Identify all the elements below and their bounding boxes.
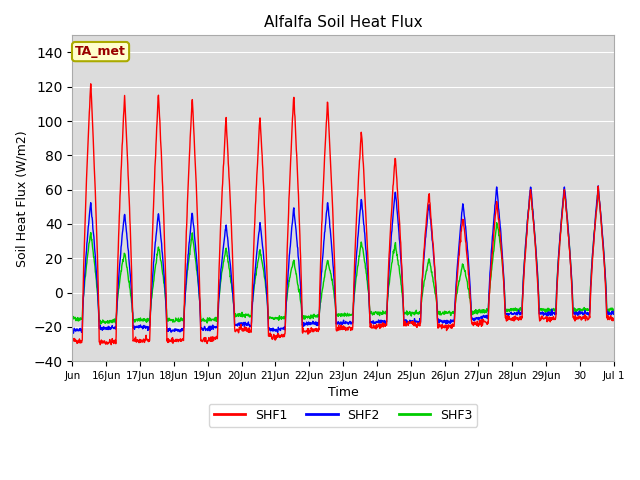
SHF1 (330, 229, 337, 235)
SHF3 (595, 187, 602, 192)
SHF1 (471, 321, 479, 327)
SHF3 (604, 308, 611, 314)
Line: SHF1: SHF1 (72, 84, 614, 345)
SHF3 (471, 311, 479, 316)
SHF1 (604, 314, 611, 320)
SHF2 (329, 263, 337, 268)
SHF2 (319, 253, 326, 259)
SHF2 (550, 311, 558, 317)
SHF3 (329, 283, 337, 288)
SHF3 (550, 307, 558, 313)
SHF3 (319, 285, 326, 291)
SHF3 (610, 306, 618, 312)
SHF2 (604, 311, 611, 317)
SHF1 (87, 81, 95, 87)
Line: SHF2: SHF2 (72, 186, 614, 333)
SHF1 (319, 188, 327, 194)
SHF3 (68, 315, 76, 321)
Line: SHF3: SHF3 (72, 190, 614, 324)
SHF2 (68, 327, 76, 333)
Title: Alfalfa Soil Heat Flux: Alfalfa Soil Heat Flux (264, 15, 422, 30)
Y-axis label: Soil Heat Flux (W/m2): Soil Heat Flux (W/m2) (15, 130, 28, 266)
SHF3 (97, 321, 104, 327)
SHF2 (595, 183, 602, 189)
SHF2 (471, 317, 479, 323)
SHF1 (97, 342, 104, 348)
SHF2 (70, 330, 77, 336)
SHF1 (154, 103, 161, 108)
SHF2 (610, 309, 618, 314)
SHF3 (154, 252, 161, 258)
SHF1 (610, 318, 618, 324)
SHF2 (154, 219, 161, 225)
X-axis label: Time: Time (328, 386, 358, 399)
SHF1 (550, 317, 558, 323)
Text: TA_met: TA_met (75, 45, 126, 58)
Legend: SHF1, SHF2, SHF3: SHF1, SHF2, SHF3 (209, 404, 477, 427)
SHF1 (68, 337, 76, 343)
